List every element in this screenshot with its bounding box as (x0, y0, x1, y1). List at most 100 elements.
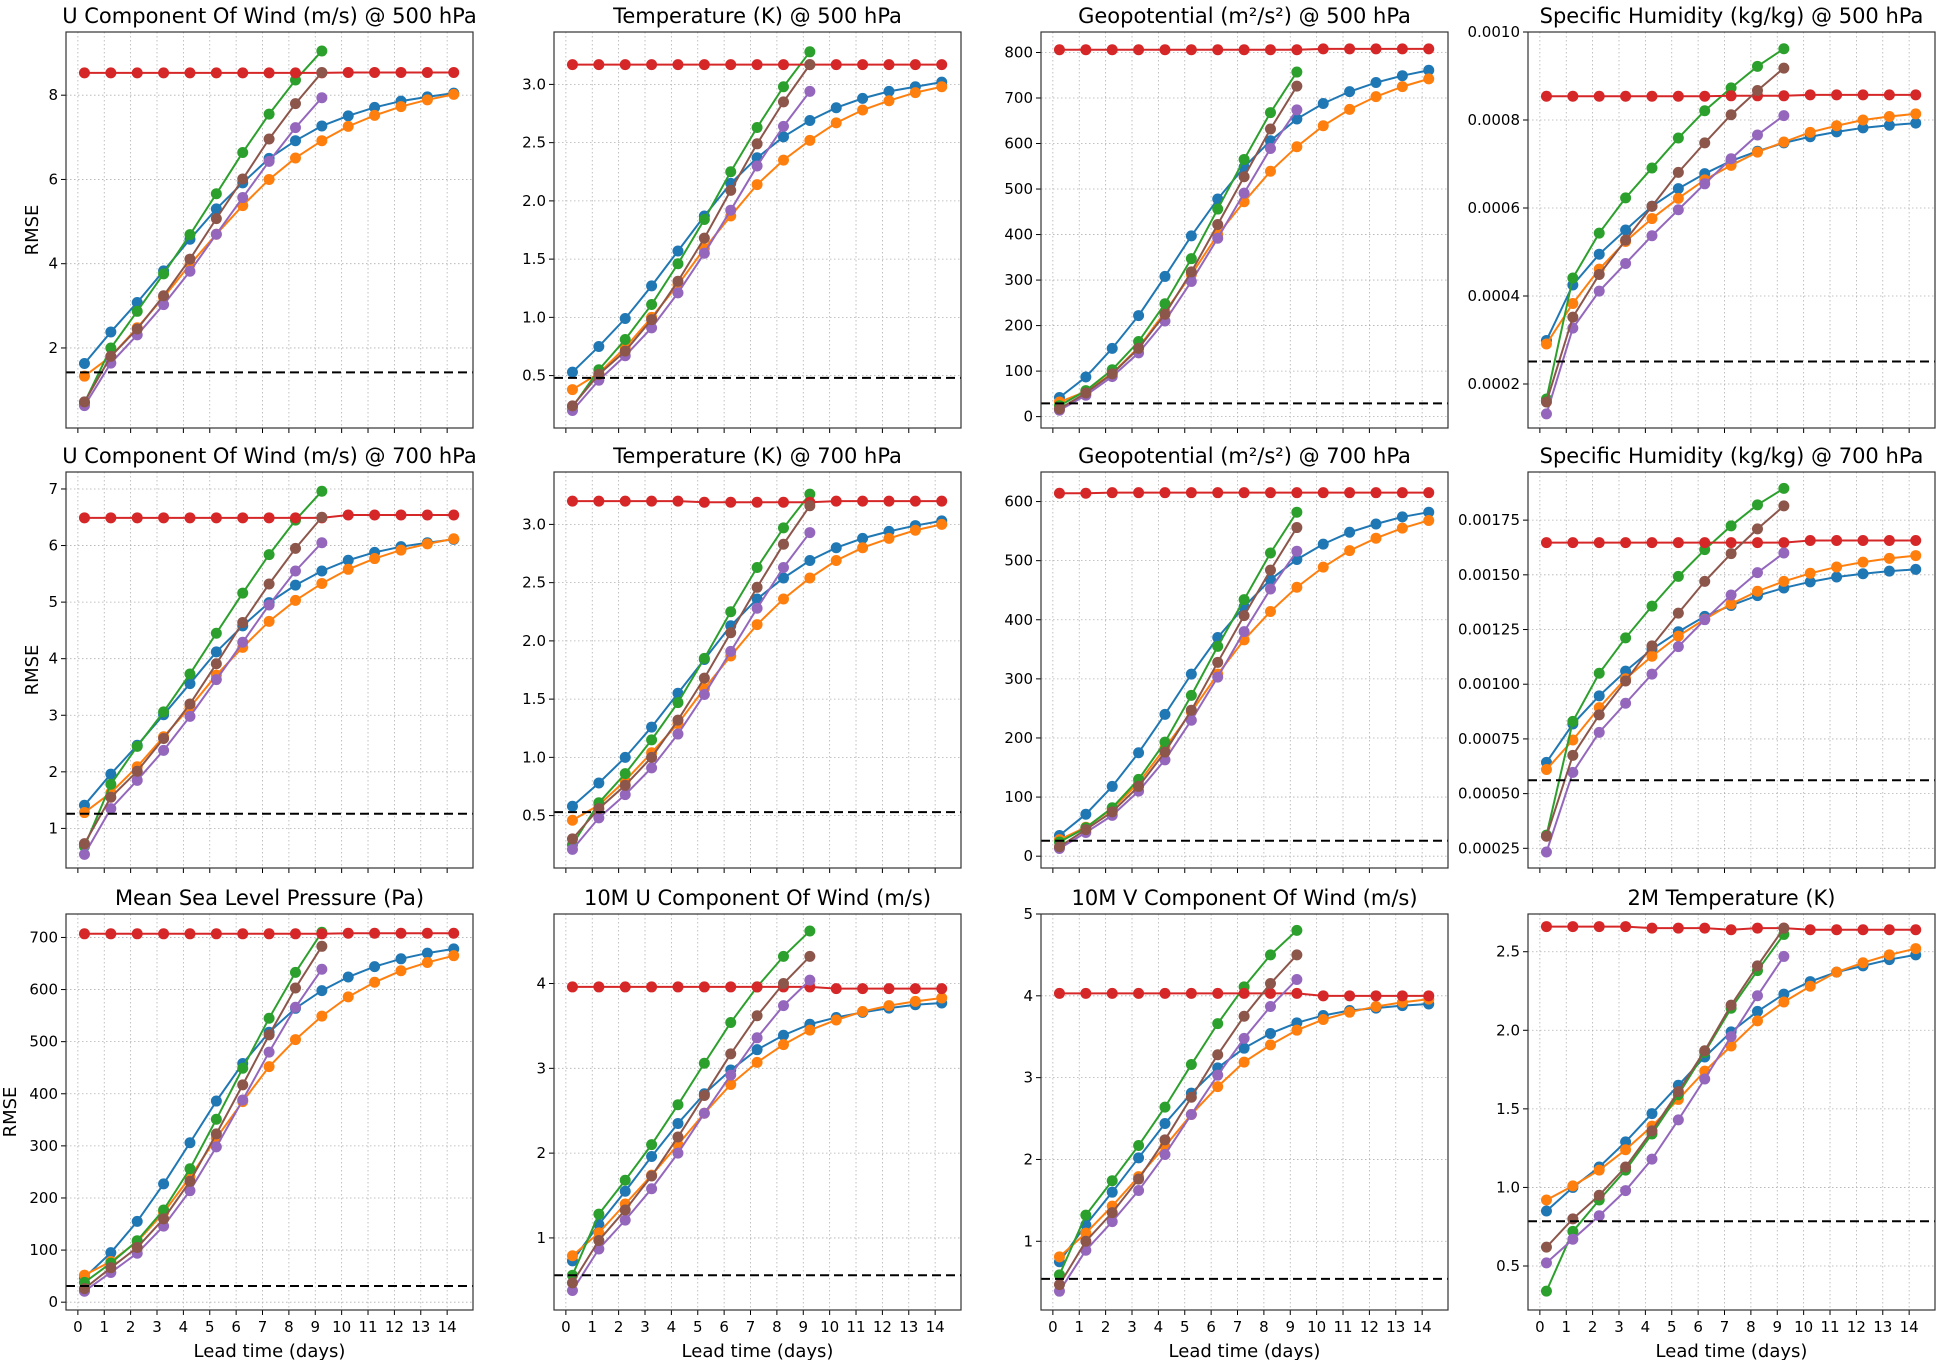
data-point-red (395, 66, 407, 78)
data-point-red (421, 66, 433, 78)
plot-area (66, 485, 473, 860)
data-point-blue (369, 101, 381, 113)
y-tick-label: 1.5 (522, 250, 546, 268)
data-point-green (698, 1057, 710, 1069)
data-point-purple (646, 762, 658, 774)
data-point-blue (369, 961, 381, 973)
series-line-brown (83, 516, 323, 845)
y-tick-label: 3.0 (522, 75, 546, 93)
data-point-red (1238, 44, 1250, 56)
data-point-red (857, 59, 869, 71)
data-point-red (1106, 487, 1118, 499)
data-point-blue (1883, 565, 1895, 577)
data-point-blue (619, 751, 631, 763)
x-tick-label: 3 (640, 1318, 650, 1336)
x-tick-label: 10 (332, 1318, 351, 1336)
data-point-brown (1212, 1049, 1224, 1061)
data-point-brown (1593, 1189, 1605, 1201)
data-point-blue (1396, 511, 1408, 523)
data-point-red (342, 927, 354, 939)
data-point-brown (725, 1048, 737, 1060)
x-tick-label: 11 (1820, 1318, 1839, 1336)
data-point-green (1699, 105, 1711, 117)
series-line-brown (571, 505, 811, 840)
data-point-red (751, 981, 763, 993)
series-line-brown (1545, 67, 1785, 403)
y-tick-label: 700 (1004, 89, 1033, 107)
data-point-orange (1857, 957, 1869, 969)
data-point-purple (1185, 275, 1197, 287)
data-point-red (1053, 987, 1065, 999)
data-point-red (1264, 987, 1276, 999)
data-point-orange (1317, 561, 1329, 573)
data-point-red (1370, 990, 1382, 1002)
data-point-green (751, 562, 763, 574)
data-point-red (1593, 90, 1605, 102)
data-point-blue (1317, 97, 1329, 109)
plot-frame (1040, 31, 1449, 429)
data-point-brown (804, 59, 816, 71)
data-point-orange (909, 995, 921, 1007)
data-point-purple (1212, 1069, 1224, 1081)
data-point-blue (1159, 1117, 1171, 1129)
data-point-blue (830, 102, 842, 114)
data-point-purple (184, 265, 196, 277)
data-point-red (1778, 90, 1790, 102)
data-point-green (1620, 632, 1632, 644)
data-point-red (1133, 987, 1145, 999)
x-tick-label: 12 (1847, 1318, 1866, 1336)
data-point-blue (857, 532, 869, 544)
x-tick-label: 6 (231, 1318, 241, 1336)
data-point-red (1370, 487, 1382, 499)
data-point-blue (316, 565, 328, 577)
data-point-green (1593, 227, 1605, 239)
data-point-purple (751, 602, 763, 614)
x-tick-label: 9 (1772, 1318, 1782, 1336)
data-point-purple (1593, 285, 1605, 297)
data-point-orange (369, 553, 381, 565)
data-point-blue (751, 1044, 763, 1056)
data-point-red (448, 927, 460, 939)
data-point-red (1159, 987, 1171, 999)
data-point-brown (1672, 607, 1684, 619)
panel-title: Geopotential (m²/s²) @ 700 hPa (1078, 444, 1411, 468)
data-point-green (1725, 82, 1737, 94)
data-point-purple (210, 228, 222, 240)
data-point-blue (289, 579, 301, 591)
y-tick-label: 3.0 (522, 515, 546, 533)
data-point-red (883, 983, 895, 995)
data-point-blue (184, 678, 196, 690)
data-point-red (342, 66, 354, 78)
y-tick-label: 100 (1004, 362, 1033, 380)
data-point-blue (1910, 563, 1922, 575)
data-point-purple (593, 812, 605, 824)
series-line-purple (571, 90, 811, 412)
data-point-blue (105, 768, 117, 780)
x-tick-label: 3 (1127, 1318, 1137, 1336)
data-point-red (1751, 922, 1763, 934)
y-tick-label: 300 (1004, 670, 1033, 688)
y-tick-label: 4 (48, 650, 58, 668)
data-point-blue (777, 572, 789, 584)
data-point-blue (1344, 526, 1356, 538)
y-tick-label: 7 (48, 480, 58, 498)
data-point-red (1370, 43, 1382, 55)
data-point-green (1212, 640, 1224, 652)
data-point-blue (1291, 113, 1303, 125)
series-line-purple (1058, 109, 1298, 412)
data-point-brown (1080, 387, 1092, 399)
series-line-brown (1058, 527, 1298, 848)
data-point-blue (830, 542, 842, 554)
y-tick-label: 1 (536, 1229, 546, 1247)
y-tick-label: 100 (29, 1241, 58, 1259)
data-point-purple (698, 247, 710, 259)
data-point-orange (857, 104, 869, 116)
series-line-orange (1059, 77, 1430, 403)
data-point-green (1159, 1101, 1171, 1113)
x-tick-label: 13 (411, 1318, 430, 1336)
data-point-brown (1567, 1213, 1579, 1225)
data-point-orange (1264, 165, 1276, 177)
data-point-brown (1699, 575, 1711, 587)
data-point-purple (777, 562, 789, 574)
y-tick-label: 0.00175 (1458, 511, 1520, 529)
